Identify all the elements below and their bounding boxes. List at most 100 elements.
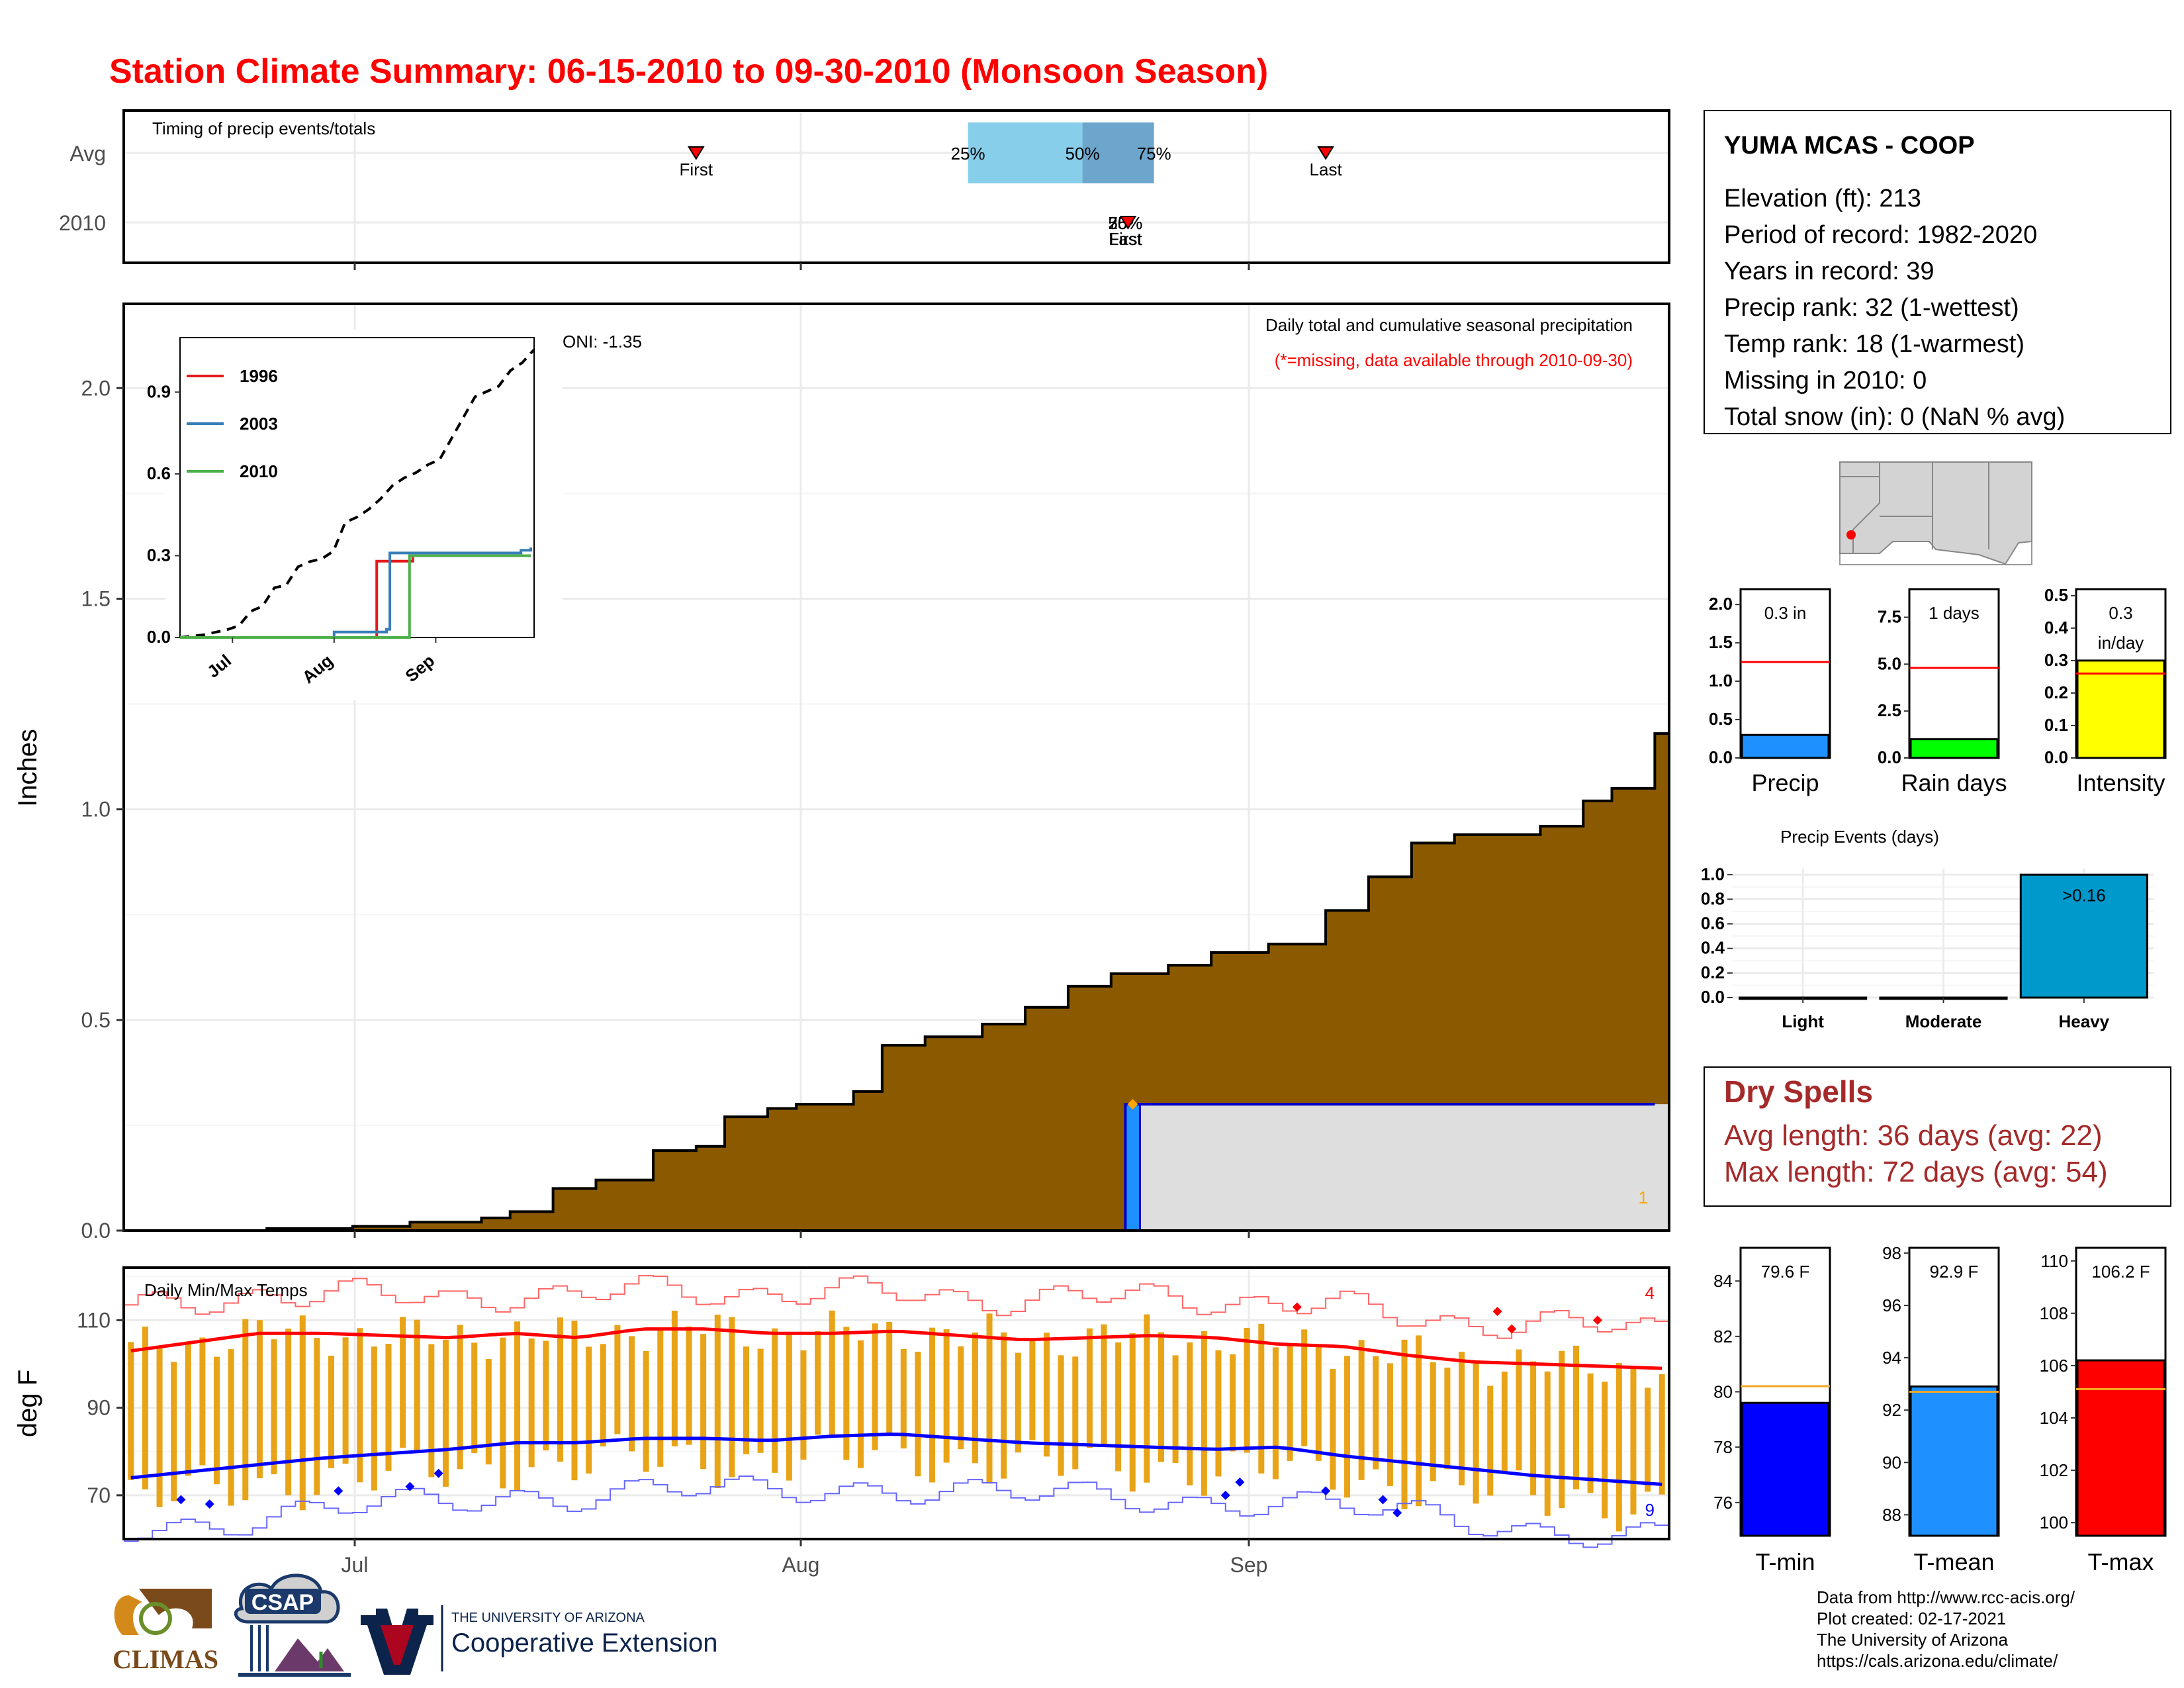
x-tick-jul: Jul	[341, 1553, 369, 1577]
summary-bar-tick-label: 0.0	[1878, 747, 1901, 767]
climas-logo-text: CLIMAS	[113, 1644, 218, 1674]
station-snow: Total snow (in): 0 (NaN % avg)	[1724, 403, 2065, 431]
summary-bar-tick-label: 1.5	[1709, 632, 1733, 652]
daily-temp-bar	[700, 1334, 707, 1470]
summary-bar-rain-days: 0.0 2.5 5.0 7.5 1 days Rain days	[1878, 588, 2007, 796]
daily-temp-bar	[714, 1314, 721, 1489]
summary-bar-tick-label: 0.0	[1709, 747, 1733, 767]
daily-temp-bar	[1287, 1346, 1293, 1461]
daily-temp-bar	[829, 1310, 835, 1437]
daily-temp-bar	[1201, 1331, 1207, 1496]
daily-temp-bar	[1487, 1385, 1494, 1496]
daily-temp-bar	[886, 1321, 893, 1435]
daily-temp-bar	[1358, 1340, 1365, 1480]
daily-temp-bar	[142, 1327, 148, 1490]
daily-temp-bar	[1416, 1335, 1422, 1507]
record-low-count: 9	[1645, 1500, 1655, 1520]
record-low-point	[1220, 1490, 1230, 1500]
daily-temp-bar	[285, 1329, 292, 1495]
cumulative-2010-point	[1127, 1099, 1138, 1110]
temp-bar-value-label: 106.2 F	[2091, 1262, 2150, 1282]
inset-y-tick-label: 0.0	[147, 627, 171, 647]
page-title: Station Climate Summary: 06-15-2010 to 0…	[109, 52, 1268, 91]
record-high-point	[1507, 1324, 1517, 1334]
daily-temp-bar	[1645, 1387, 1651, 1492]
y2010-event-marker	[1119, 216, 1137, 230]
temp-bar-tick-label: 98	[1882, 1243, 1901, 1263]
temp-bar-tick-label: 108	[2040, 1303, 2068, 1323]
temp-panel: Daily Min/Max Temps 4 9 70 90 110 deg F Ju…	[13, 1266, 1670, 1577]
summary-bar-tick-label: 0.2	[2044, 682, 2068, 702]
daily-temp-bar	[357, 1328, 363, 1483]
daily-temp-bar	[1473, 1363, 1479, 1504]
y2010-last-label: Last	[1109, 229, 1142, 249]
daily-temp-bar	[1602, 1382, 1608, 1519]
daily-temp-bar	[1244, 1327, 1250, 1453]
daily-temp-bar	[958, 1346, 964, 1450]
pe-category-label: Light	[1782, 1011, 1824, 1031]
summary-bar-frame	[1739, 588, 1831, 759]
daily-temp-bar	[557, 1317, 563, 1462]
summary-bar-label: Precip	[1751, 769, 1819, 796]
summary-bar-value	[1741, 733, 1830, 759]
temp-bar-tick-label: 80	[1713, 1382, 1733, 1402]
station-elevation: Elevation (ft): 213	[1724, 185, 1921, 212]
daily-temp-bar	[1659, 1374, 1665, 1495]
daily-temp-bar	[485, 1359, 492, 1465]
climas-logo: CLIMAS	[113, 1589, 218, 1674]
ua-logo-text: THE UNIVERSITY OF ARIZONA	[451, 1611, 645, 1625]
record-high-point	[1292, 1302, 1302, 1312]
cumulative-2010-line	[1124, 1103, 1655, 1231]
station-missing: Missing in 2010: 0	[1724, 367, 1927, 395]
record-low-point	[205, 1499, 214, 1509]
x-tick-sep: Sep	[1230, 1553, 1268, 1577]
precip-events-title: Precip Events (days)	[1780, 827, 1939, 847]
avg-q75-label: 75%	[1137, 144, 1171, 164]
temp-y-tick-label: 90	[87, 1396, 111, 1420]
daily-temp-bar	[1172, 1355, 1179, 1463]
temp-bar-tick-label: 104	[2040, 1408, 2068, 1428]
y2010-first-label: First	[1109, 229, 1142, 249]
avg-first-label: First	[680, 160, 713, 179]
temp-bar-tick-label: 94	[1882, 1348, 1901, 1368]
x-tick-aug: Aug	[782, 1553, 820, 1577]
summary-bar-value-unit: in/day	[2098, 633, 2144, 653]
pe-y-tick-label: 0.4	[1701, 938, 1725, 958]
daily-temp-bar	[815, 1331, 821, 1435]
daily-temp-bar	[743, 1346, 749, 1454]
daily-temp-bar	[185, 1342, 191, 1476]
summary-bar-value-label: 0.3 in	[1764, 603, 1807, 623]
daily-temp-bar	[1301, 1329, 1308, 1446]
temp-bar-tick-label: 92	[1882, 1400, 1901, 1420]
record-low-point	[1321, 1486, 1331, 1496]
temp-bar-tick-label: 88	[1882, 1505, 1901, 1524]
daily-temp-bar	[414, 1319, 420, 1453]
temp-bar-value-label: 92.9 F	[1930, 1262, 1979, 1282]
inset-y-tick-label: 0.3	[147, 545, 171, 565]
daily-temp-bar	[528, 1338, 535, 1468]
summary-bar-tick-label: 0.5	[2044, 585, 2068, 605]
pe-heavy-label: >0.16	[2062, 885, 2106, 905]
credit-university: The University of Arizona	[1817, 1630, 2009, 1650]
daily-temp-bar	[400, 1317, 406, 1448]
record-low-point	[1378, 1495, 1388, 1505]
record-low-point	[176, 1495, 186, 1505]
daily-temp-bar	[1258, 1323, 1265, 1474]
temp-panel-label: Daily Min/Max Temps	[144, 1280, 308, 1300]
daily-temp-bar	[643, 1350, 649, 1472]
daily-temp-bar	[571, 1321, 578, 1481]
daily-temp-bar	[457, 1325, 463, 1470]
precip-y-tick-label: 0.0	[81, 1219, 111, 1243]
daily-temp-bar	[600, 1344, 606, 1447]
temp-bar-tick-label: 84	[1713, 1271, 1733, 1291]
temp-bar-label: T-max	[2087, 1548, 2154, 1575]
credit-data-source: Data from http://www.rcc-acis.org/	[1817, 1587, 2075, 1607]
temp-summary-t-max: 100 102 104 106 108 110 106.2 F T-max	[2040, 1246, 2167, 1575]
station-location-dot	[1846, 530, 1856, 539]
inset-y-tick-label: 0.6	[147, 463, 171, 483]
daily-temp-bar	[1516, 1349, 1522, 1471]
temp-bar-tick-label: 82	[1713, 1327, 1733, 1346]
daily-temp-bar	[428, 1344, 435, 1477]
cooperative-extension-text: Cooperative Extension	[451, 1628, 717, 1658]
daily-temp-bar	[843, 1327, 850, 1460]
